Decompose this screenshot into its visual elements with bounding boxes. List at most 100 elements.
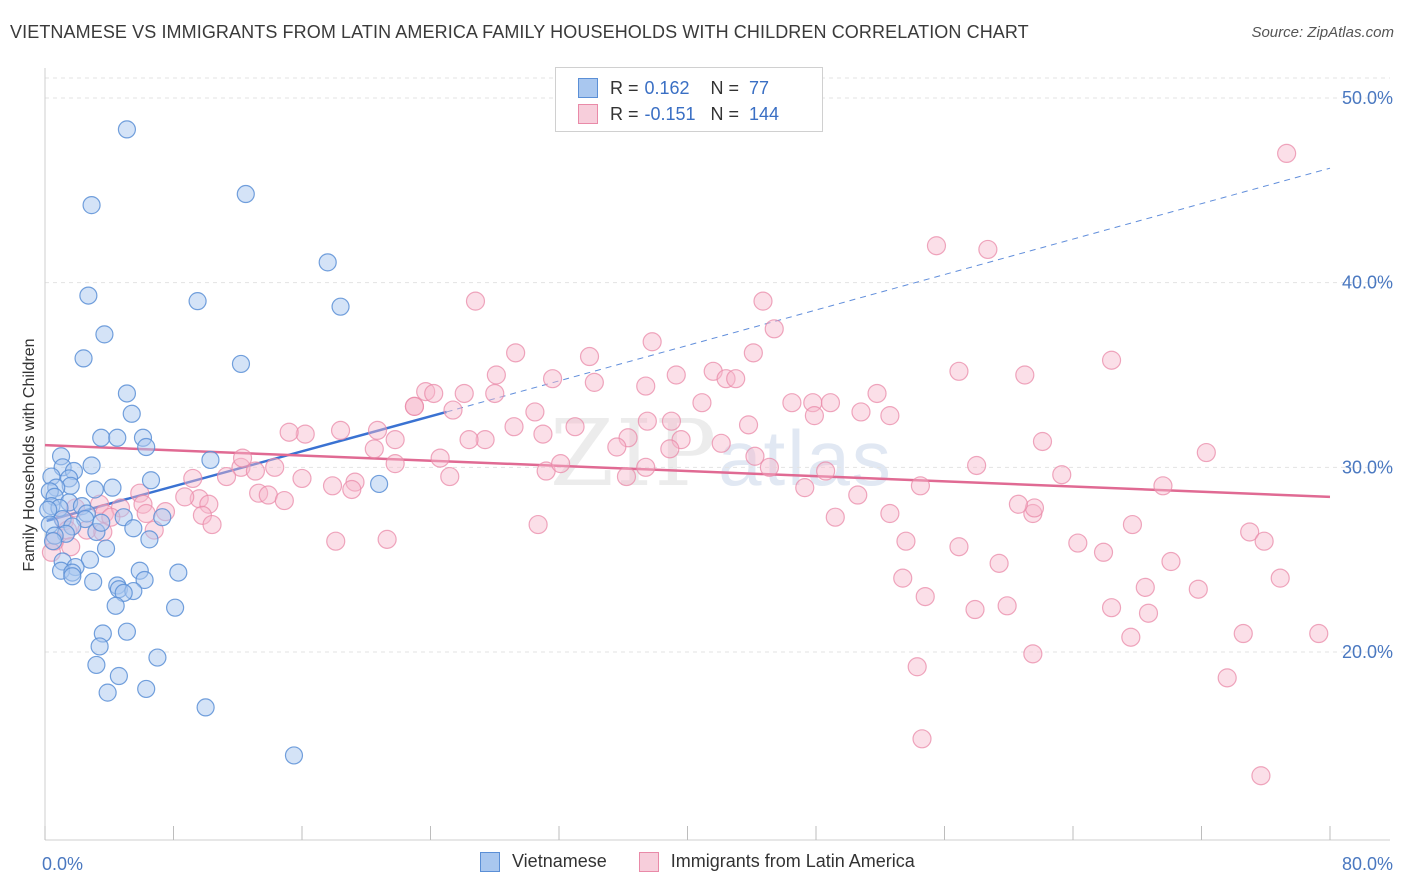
- data-point-latin-america: [486, 365, 506, 385]
- data-point-latin-america: [367, 420, 388, 440]
- data-point-latin-america: [745, 446, 765, 466]
- data-point-vietnamese: [108, 428, 127, 447]
- data-point-latin-america: [245, 461, 266, 481]
- data-point-latin-america: [183, 468, 203, 489]
- legend-r-value: 0.162: [644, 77, 690, 98]
- chart-title: VIETNAMESE VS IMMIGRANTS FROM LATIN AMER…: [10, 22, 1029, 42]
- data-point-latin-america: [136, 503, 156, 524]
- data-point-latin-america: [764, 319, 784, 339]
- data-point-vietnamese: [87, 655, 106, 675]
- data-point-latin-america: [330, 420, 351, 440]
- axis-layer: [44, 68, 1390, 841]
- data-point-vietnamese: [137, 679, 156, 699]
- legend-n-label: N =: [710, 77, 740, 98]
- data-point-latin-america: [848, 485, 868, 505]
- data-point-latin-america: [1309, 623, 1329, 644]
- correlation-legend: R = 0.162 N = 77 R = -0.151 N = 144: [555, 67, 823, 132]
- data-point-vietnamese: [117, 384, 137, 403]
- data-point-latin-america: [804, 406, 824, 426]
- data-point-latin-america: [1122, 514, 1143, 535]
- data-point-latin-america: [465, 291, 486, 311]
- data-point-vietnamese: [117, 120, 137, 139]
- series-vietnamese: [39, 120, 389, 765]
- data-point-latin-america: [1068, 533, 1088, 553]
- y-axis-label: Family Households with Children: [21, 339, 38, 572]
- data-point-latin-america: [1101, 598, 1122, 618]
- data-point-latin-america: [1101, 350, 1122, 370]
- data-point-vietnamese: [92, 428, 111, 447]
- series-latin-america: [41, 143, 1329, 786]
- data-point-vietnamese: [148, 648, 167, 667]
- legend-n-value: 144: [749, 103, 780, 124]
- data-point-latin-america: [1135, 577, 1155, 597]
- legend-swatch-blue: [578, 78, 598, 98]
- legend-r-label: R =: [610, 103, 639, 124]
- data-point-latin-america: [997, 596, 1017, 616]
- data-point-latin-america: [342, 479, 362, 500]
- data-point-latin-america: [978, 239, 998, 260]
- y-tick-label: 50.0%: [1342, 88, 1393, 108]
- data-point-latin-america: [130, 483, 150, 503]
- series-legend: Vietnamese Immigrants from Latin America: [480, 851, 947, 872]
- data-point-latin-america: [1277, 143, 1297, 163]
- data-point-latin-america: [533, 424, 553, 444]
- data-point-latin-america: [274, 490, 294, 511]
- data-point-latin-america: [579, 346, 600, 367]
- data-point-latin-america: [232, 448, 253, 468]
- data-point-vietnamese: [122, 404, 141, 423]
- x-tick-label-min: 0.0%: [42, 854, 83, 874]
- tick-labels: Family Households with Children 20.0% 30.0…: [21, 88, 1393, 874]
- legend-row-vietnamese: R = 0.162 N = 77: [578, 75, 769, 101]
- data-point-vietnamese: [80, 550, 100, 569]
- data-point-latin-america: [851, 402, 871, 422]
- data-point-latin-america: [440, 466, 460, 487]
- data-point-vietnamese: [85, 480, 104, 499]
- data-point-latin-america: [910, 476, 931, 496]
- data-point-latin-america: [1008, 494, 1028, 514]
- data-point-latin-america: [949, 361, 969, 381]
- data-point-vietnamese: [140, 530, 159, 549]
- data-point-latin-america: [506, 343, 526, 363]
- legend-r-label: R =: [610, 77, 639, 98]
- y-tick-label: 40.0%: [1342, 273, 1393, 293]
- data-point-latin-america: [1161, 551, 1181, 572]
- data-point-latin-america: [430, 448, 450, 468]
- data-point-latin-america: [199, 494, 219, 514]
- data-point-vietnamese: [43, 532, 63, 551]
- data-point-latin-america: [292, 468, 312, 489]
- data-point-vietnamese: [63, 567, 82, 586]
- data-point-vietnamese: [188, 292, 207, 311]
- data-point-vietnamese: [284, 746, 304, 765]
- legend-n-value: 77: [749, 77, 770, 98]
- data-point-vietnamese: [166, 598, 185, 617]
- data-point-latin-america: [660, 439, 680, 459]
- data-point-latin-america: [967, 455, 987, 476]
- data-point-vietnamese: [137, 437, 156, 457]
- data-point-latin-america: [1251, 766, 1271, 786]
- legend-item-vietnamese[interactable]: Vietnamese: [480, 851, 607, 872]
- legend-item-latin-america[interactable]: Immigrants from Latin America: [638, 851, 915, 872]
- data-point-latin-america: [295, 424, 315, 444]
- data-point-vietnamese: [153, 508, 172, 527]
- data-point-latin-america: [202, 514, 222, 535]
- data-point-latin-america: [636, 376, 656, 396]
- trendline-latin-america: [44, 443, 1331, 499]
- data-point-latin-america: [607, 437, 627, 457]
- data-point-latin-america: [989, 553, 1009, 573]
- data-point-latin-america: [1052, 465, 1072, 485]
- y-tick-label: 20.0%: [1342, 642, 1393, 662]
- data-point-vietnamese: [196, 698, 215, 717]
- data-point-vietnamese: [231, 354, 251, 374]
- data-point-latin-america: [692, 393, 712, 413]
- data-point-latin-america: [249, 483, 269, 503]
- data-point-vietnamese: [114, 583, 133, 603]
- data-point-vietnamese: [74, 349, 93, 368]
- data-point-vietnamese: [95, 325, 114, 344]
- data-point-latin-america: [565, 417, 585, 437]
- trendline-vietnamese-extrapolated: [446, 167, 1331, 413]
- data-point-latin-america: [880, 503, 900, 524]
- chart-source: Source: ZipAtlas.com: [1251, 24, 1394, 41]
- data-point-vietnamese: [96, 539, 116, 558]
- data-point-vietnamese: [106, 596, 125, 615]
